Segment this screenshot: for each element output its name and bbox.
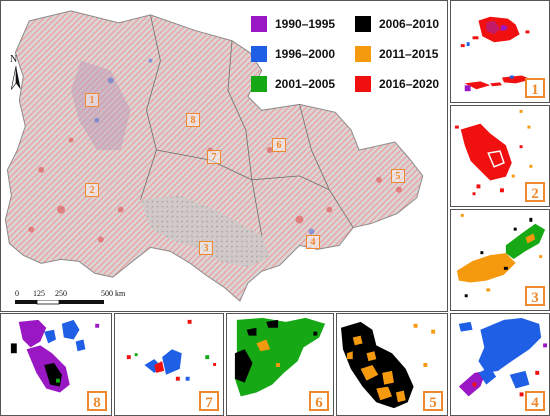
inset-4[interactable]: 4 [450,313,550,416]
map-marker-7[interactable]: 7 [207,150,221,164]
legend-label: 1990–1995 [275,17,336,31]
map-marker-2[interactable]: 2 [85,183,99,197]
legend-label: 2006–2010 [379,17,440,31]
legend-label: 1996–2000 [275,47,336,61]
inset-3-number: 3 [525,286,545,306]
map-marker-1[interactable]: 1 [85,93,99,107]
scale-bar-graphic [15,300,104,305]
plateau-zone [70,60,131,151]
inset-8[interactable]: 8 [0,313,112,416]
inset-3[interactable]: 3 [450,209,550,311]
legend-swatch [355,46,371,62]
inset-6-number: 6 [309,391,329,411]
study-region [4,10,424,302]
map-marker-3[interactable]: 3 [199,241,213,255]
inset-8-map [10,319,100,393]
inset-4-map [458,317,548,397]
province-boundaries [140,14,354,236]
inset-2-number: 2 [525,182,545,202]
inset-8-number: 8 [87,391,107,411]
inset-2[interactable]: 2 [450,105,550,207]
legend-swatch [251,16,267,32]
legend-swatch [355,76,371,92]
legend-swatch [355,16,371,32]
map-marker-8[interactable]: 8 [186,113,200,127]
legend-item-1990-1995: 1990–1995 [251,15,335,33]
legend-item-2001-2005: 2001–2005 [251,75,335,93]
main-map-svg [4,10,424,302]
inset-7-number: 7 [199,391,219,411]
scale-tick-0: 0 [15,289,19,298]
inset-5[interactable]: 5 [336,313,448,416]
main-map-panel: 1 2 3 4 5 6 7 8 N 0 125 250 500 k [0,0,448,312]
north-arrow: N [9,54,23,102]
karst-zone [140,195,270,268]
scale-tick-250: 250 [55,289,67,298]
inset-6-map [234,317,326,397]
legend-label: 2001–2005 [275,77,336,91]
change-speckles-blue [94,58,315,235]
scale-bar: 0 125 250 500 km [15,289,155,309]
inset-1-number: 1 [525,78,545,98]
legend-item-1996-2000: 1996–2000 [251,45,335,63]
legend-swatch [251,76,267,92]
map-marker-4[interactable]: 4 [306,235,320,249]
legend-label: 2016–2020 [379,77,440,91]
inset-1[interactable]: 1 [450,0,550,103]
north-letter: N [10,54,18,65]
inset-7[interactable]: 7 [114,313,224,416]
scale-tick-125: 125 [33,289,45,298]
inset-5-number: 5 [423,391,443,411]
inset-7-map [126,319,217,381]
legend-swatch [251,46,267,62]
legend-label: 2011–2015 [379,47,439,61]
map-marker-6[interactable]: 6 [272,138,286,152]
change-speckles [28,137,402,243]
inset-6[interactable]: 6 [226,313,334,416]
north-arrow-icon [10,66,21,90]
legend-item-2016-2020: 2016–2020 [355,75,439,93]
legend-item-2011-2015: 2011–2015 [355,45,438,63]
inset-3-map [456,213,546,298]
inset-4-number: 4 [525,391,545,411]
inset-5-map [341,321,436,409]
map-marker-5[interactable]: 5 [391,169,405,183]
inset-1-map [460,16,532,92]
legend: 1990–1995 2006–2010 1996–2000 2011–2015 … [251,7,447,103]
scale-end-label: 500 km [101,289,126,298]
legend-item-2006-2010: 2006–2010 [355,15,439,33]
